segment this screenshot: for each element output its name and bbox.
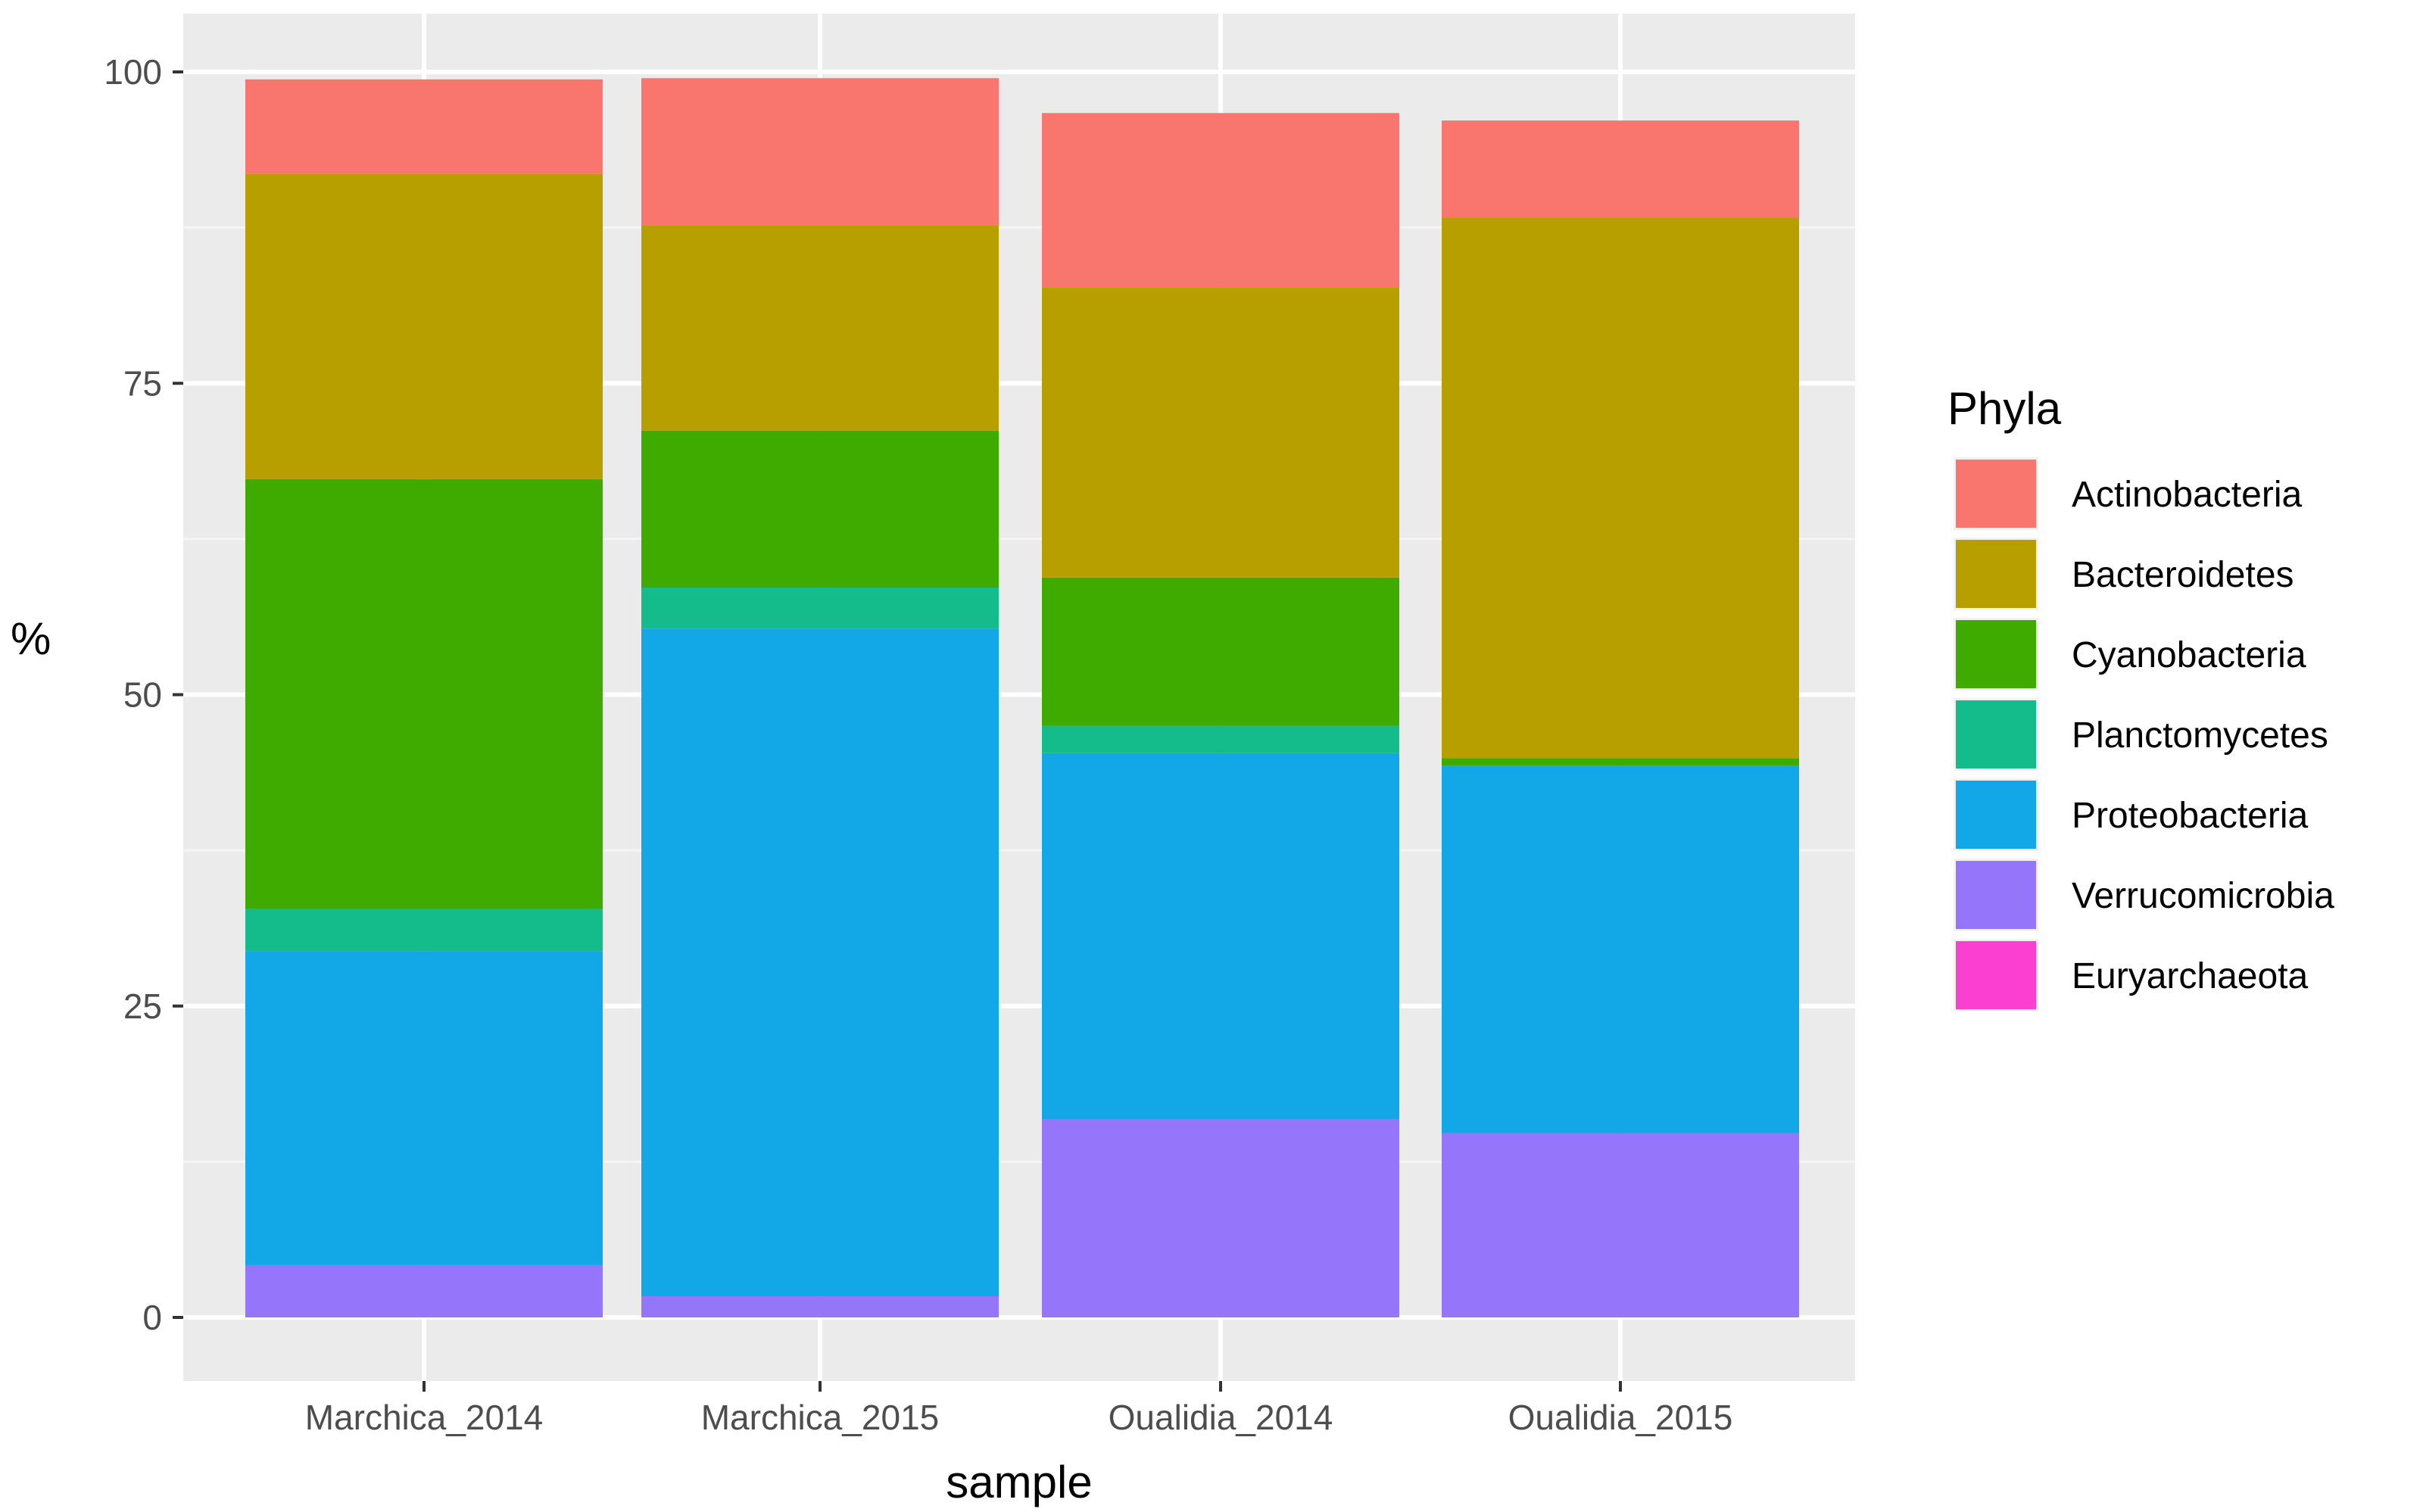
bar-segment-bacteroidetes — [245, 173, 603, 479]
legend-items: Actinobacteria Bacteroidetes Cyanobacteria… — [1954, 457, 2334, 1012]
legend-swatch-cyanobacteria — [1956, 620, 2036, 688]
legend-label-cyanobacteria: Cyanobacteria — [2072, 635, 2306, 675]
bar-segment-proteobacteria — [1042, 753, 1399, 1120]
legend: Phyla Actinobacteria Bacteroidetes Cyanoba… — [1947, 383, 2334, 1012]
bars — [245, 78, 1799, 1317]
bar-segment-proteobacteria — [1442, 765, 1799, 1133]
bar-segment-cyanobacteria — [1042, 577, 1399, 726]
y-tick-label: 0 — [142, 1298, 162, 1337]
bar-segment-cyanobacteria — [1442, 758, 1799, 766]
legend-label-bacteroidetes: Bacteroidetes — [2072, 555, 2294, 595]
x-axis-ticks: Marchica_2014 Marchica_2015 Oualidia_2014 O… — [305, 1381, 1733, 1437]
x-tick-label: Marchica_2014 — [305, 1398, 544, 1437]
bar-segment-cyanobacteria — [245, 479, 603, 909]
bar-segment-bacteroidetes — [641, 225, 999, 431]
bar-segment-verrucomicrobia — [245, 1264, 603, 1317]
legend-swatch-actinobacteria — [1956, 460, 2036, 528]
y-tick-label: 50 — [123, 675, 162, 715]
legend-swatch-planctomycetes — [1956, 700, 2036, 768]
y-tick-label: 25 — [123, 987, 162, 1026]
legend-label-planctomycetes: Planctomycetes — [2072, 715, 2328, 756]
bar-segment-actinobacteria — [641, 78, 999, 226]
x-tick-label: Marchica_2015 — [701, 1398, 940, 1437]
x-tick-label: Oualidia_2015 — [1508, 1398, 1733, 1437]
legend-swatch-euryarchaeota — [1956, 941, 2036, 1009]
bar-segment-verrucomicrobia — [1442, 1133, 1799, 1317]
legend-swatch-bacteroidetes — [1956, 540, 2036, 608]
legend-label-actinobacteria: Actinobacteria — [2072, 475, 2302, 515]
bar-segment-verrucomicrobia — [641, 1296, 999, 1317]
x-tick-label: Oualidia_2014 — [1109, 1398, 1333, 1437]
x-axis-title: sample — [946, 1457, 1092, 1507]
bar-segment-planctomycetes — [1042, 725, 1399, 753]
bar-segment-cyanobacteria — [641, 430, 999, 588]
bar-segment-bacteroidetes — [1042, 287, 1399, 578]
bar-segment-actinobacteria — [1042, 113, 1399, 288]
legend-swatch-verrucomicrobia — [1956, 861, 2036, 929]
y-axis-ticks: 0 25 50 75 100 — [104, 52, 183, 1337]
legend-label-verrucomicrobia: Verrucomicrobia — [2072, 876, 2334, 916]
legend-label-euryarchaeota: Euryarchaeota — [2072, 956, 2308, 996]
bar-segment-planctomycetes — [245, 909, 603, 952]
legend-label-proteobacteria: Proteobacteria — [2072, 796, 2308, 836]
bar-segment-planctomycetes — [641, 588, 999, 629]
y-tick-label: 100 — [104, 52, 162, 92]
y-tick-label: 75 — [123, 363, 162, 403]
bar-segment-bacteroidetes — [1442, 217, 1799, 759]
y-axis-title: % — [11, 613, 51, 664]
legend-swatch-proteobacteria — [1956, 781, 2036, 849]
bar-segment-actinobacteria — [1442, 120, 1799, 218]
legend-title: Phyla — [1947, 383, 2062, 434]
bar-segment-proteobacteria — [641, 628, 999, 1297]
bar-segment-proteobacteria — [245, 951, 603, 1265]
bar-segment-actinobacteria — [245, 79, 603, 174]
bar-segment-verrucomicrobia — [1042, 1119, 1399, 1317]
